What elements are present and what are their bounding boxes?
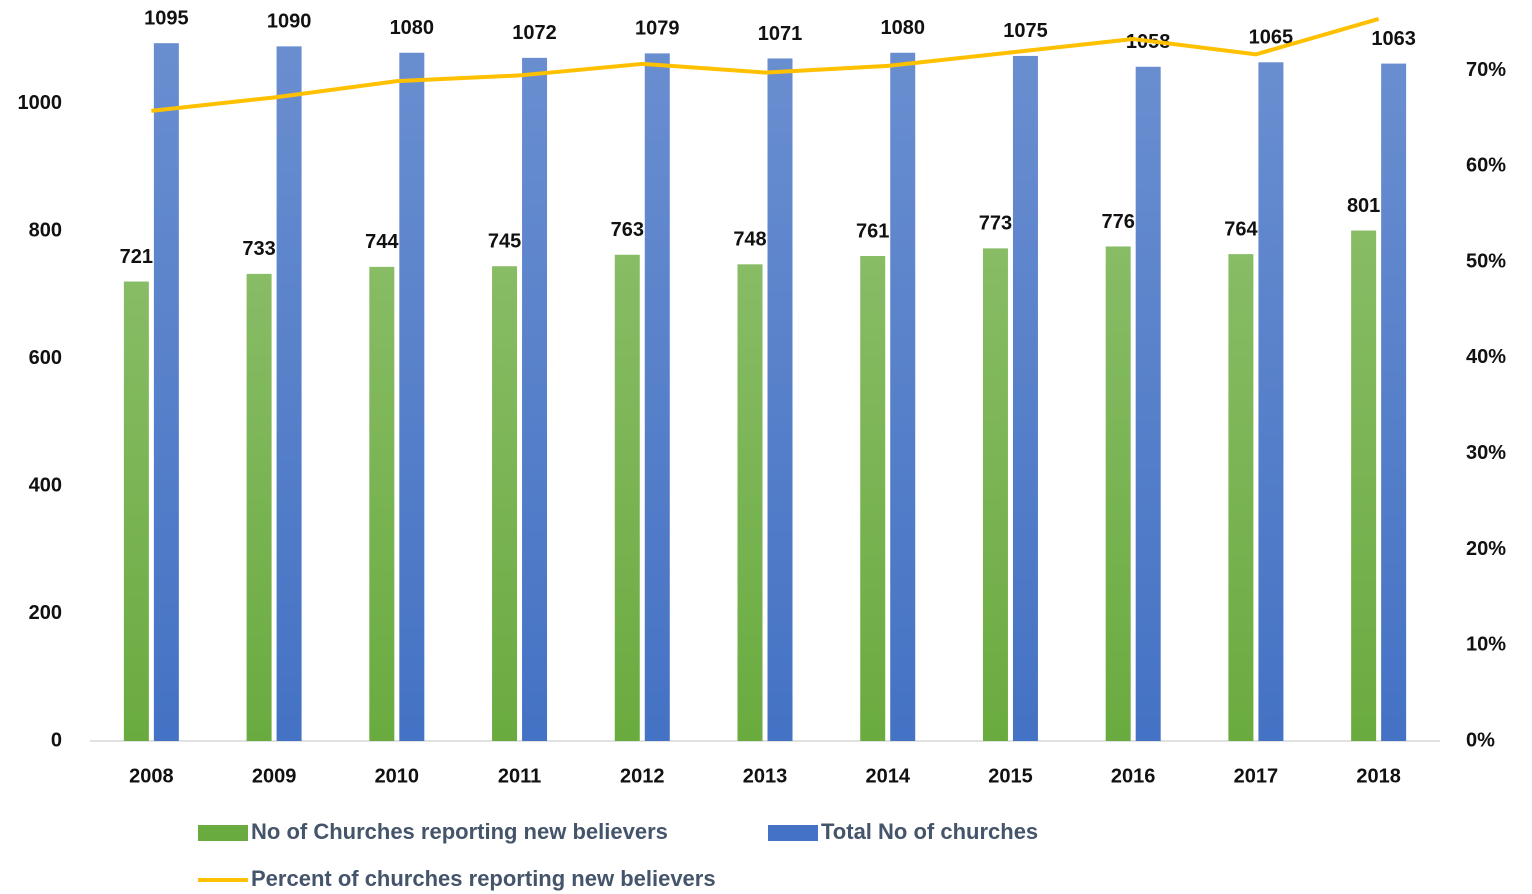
x-tick-label: 2010: [375, 765, 420, 787]
bar: [369, 266, 395, 741]
line: [151, 17, 1380, 113]
data-label: 1075: [1003, 20, 1048, 42]
bar: [1351, 230, 1377, 741]
y2-tick-label: 60%: [1466, 155, 1506, 177]
x-tick-label: 2008: [129, 765, 174, 787]
legend-label: No of Churches reporting new believers: [251, 819, 668, 844]
bar: [123, 281, 149, 741]
bar: [492, 266, 518, 741]
bar: [982, 248, 1008, 741]
bar: [767, 58, 793, 742]
x-tick-label: 2015: [988, 765, 1033, 787]
x-tick-label: 2013: [743, 765, 788, 787]
bar: [153, 43, 179, 742]
data-label: 1080: [880, 17, 925, 39]
data-label: 1095: [144, 7, 189, 29]
x-tick-label: 2017: [1234, 765, 1279, 787]
bar: [522, 57, 548, 742]
x-tick-label: 2011: [498, 765, 541, 787]
data-label: 773: [979, 213, 1012, 235]
data-label: 761: [856, 220, 889, 242]
legend-label: Percent of churches reporting new believ…: [251, 866, 716, 891]
data-label: 1079: [635, 18, 680, 40]
bar: [890, 52, 916, 741]
data-label: 764: [1224, 218, 1258, 240]
data-label: 745: [488, 231, 521, 253]
data-label: 1063: [1371, 28, 1416, 50]
bar: [276, 46, 302, 741]
data-label: 1090: [267, 11, 312, 33]
data-label: 1065: [1249, 27, 1294, 49]
bar: [737, 264, 763, 741]
data-label: 748: [733, 229, 766, 251]
data-label: 744: [365, 231, 399, 253]
bar: [644, 53, 670, 741]
legend-swatch: [198, 825, 248, 841]
x-tick-label: 2016: [1111, 765, 1156, 787]
data-label: 733: [242, 238, 275, 260]
bar: [860, 256, 886, 741]
data-label: 801: [1347, 195, 1380, 217]
y2-tick-label: 20%: [1466, 538, 1506, 560]
bar: [1135, 66, 1161, 742]
bar: [1012, 55, 1038, 741]
bar: [614, 254, 640, 741]
data-label: 776: [1101, 211, 1134, 233]
y-tick-label: 0: [51, 729, 62, 751]
data-label: 1071: [758, 23, 803, 45]
y2-tick-label: 30%: [1466, 442, 1506, 464]
y2-tick-label: 0%: [1466, 729, 1495, 751]
y-tick-label: 600: [29, 347, 62, 369]
y-tick-label: 1000: [18, 92, 63, 114]
bar: [1228, 254, 1254, 741]
bar: [1381, 63, 1407, 741]
bar: [1105, 246, 1131, 741]
bar: [1258, 62, 1284, 741]
y2-tick-label: 70%: [1466, 59, 1506, 81]
x-tick-label: 2014: [865, 765, 910, 787]
x-tick-label: 2012: [620, 765, 665, 787]
y-tick-label: 400: [29, 474, 62, 496]
x-tick-label: 2009: [252, 765, 297, 787]
data-label: 721: [120, 246, 153, 268]
x-tick-label: 2018: [1356, 765, 1401, 787]
legend-swatch: [768, 825, 818, 841]
y2-tick-label: 10%: [1466, 634, 1506, 656]
data-label: 1080: [390, 17, 435, 39]
y-tick-label: 200: [29, 602, 62, 624]
y-tick-label: 800: [29, 219, 62, 241]
y2-tick-label: 50%: [1466, 250, 1506, 272]
legend-label: Total No of churches: [821, 819, 1038, 844]
y2-tick-label: 40%: [1466, 346, 1506, 368]
bar: [246, 273, 272, 741]
data-label: 763: [611, 219, 644, 241]
data-label: 1072: [512, 22, 557, 44]
bar: [399, 52, 425, 741]
